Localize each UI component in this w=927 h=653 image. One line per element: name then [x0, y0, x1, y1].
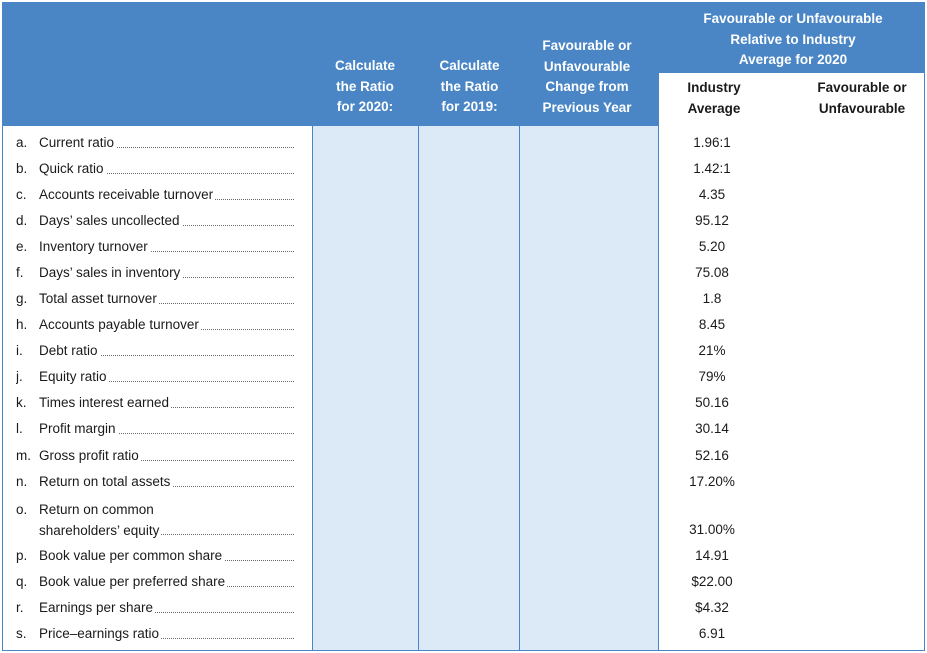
header-band — [2, 2, 657, 126]
industry-value: 8.45 — [698, 317, 726, 332]
row-book-value-common: p. Book value per common share 14.91 — [2, 543, 925, 569]
industry-value: 31.00% — [689, 522, 735, 537]
row-days-sales-uncollected: d. Days’ sales uncollected 95.12 — [2, 208, 925, 234]
row-quick-ratio: b. Quick ratio 1.42:1 — [2, 156, 925, 182]
header-ratio-2020: Calculate the Ratio for 2020: — [334, 58, 396, 114]
header-group-band — [657, 2, 925, 72]
row-label: Equity ratio — [39, 369, 107, 384]
row-label: Book value per common share — [39, 548, 223, 563]
header-industry-average: Industry Average — [687, 80, 741, 116]
industry-value: 21% — [698, 343, 726, 358]
row-days-sales-inventory: f. Days’ sales in inventory 75.08 — [2, 260, 925, 286]
industry-value: 4.35 — [698, 187, 726, 202]
row-label: Times interest earned — [39, 395, 170, 410]
header-change: Favourable or Unfavourable Change from P… — [542, 38, 632, 115]
header-industry-group: Favourable or Unfavourable Relative to I… — [703, 11, 883, 67]
industry-value: 1.42:1 — [693, 161, 731, 176]
row-label-line1: Return on common — [39, 502, 154, 517]
row-label: Current ratio — [39, 135, 115, 150]
row-label: Earnings per share — [39, 600, 154, 615]
row-label-line2: shareholders’ equity — [39, 523, 160, 538]
row-label: Book value per preferred share — [39, 574, 226, 589]
row-label: Accounts payable turnover — [39, 317, 199, 332]
input-column-2020[interactable] — [313, 126, 418, 651]
industry-value: 79% — [698, 369, 726, 384]
industry-value: $4.32 — [695, 600, 729, 615]
industry-value: 17.20% — [689, 474, 735, 489]
row-debt-ratio: i. Debt ratio 21% — [2, 338, 925, 364]
industry-value: 95.12 — [695, 213, 729, 228]
row-ap-turnover: h. Accounts payable turnover 8.45 — [2, 312, 925, 338]
industry-value: 6.91 — [698, 626, 726, 641]
row-label: Profit margin — [39, 421, 116, 436]
industry-value: 30.14 — [695, 421, 729, 436]
row-current-ratio: a. Current ratio 1.96:1 — [2, 130, 925, 156]
row-label: Return on total assets — [39, 474, 171, 489]
row-ar-turnover: c. Accounts receivable turnover 4.35 — [2, 182, 925, 208]
input-column-2019[interactable] — [419, 126, 519, 651]
row-gross-profit-ratio: m. Gross profit ratio 52.16 — [2, 443, 925, 469]
industry-value: 5.20 — [698, 239, 726, 254]
row-earnings-per-share: r. Earnings per share $4.32 — [2, 595, 925, 621]
row-total-asset-turnover: g. Total asset turnover 1.8 — [2, 286, 925, 312]
row-label: Inventory turnover — [39, 239, 148, 254]
industry-value: 50.16 — [695, 395, 729, 410]
row-label: Gross profit ratio — [39, 448, 139, 463]
row-price-earnings: s. Price–earnings ratio 6.91 — [2, 621, 925, 647]
row-label: Accounts receivable turnover — [39, 187, 214, 202]
input-column-change[interactable] — [520, 126, 658, 651]
row-book-value-preferred: q. Book value per preferred share $22.00 — [2, 569, 925, 595]
header-subband — [657, 72, 925, 127]
row-label: Total asset turnover — [39, 291, 157, 306]
row-label: Days’ sales in inventory — [39, 265, 181, 280]
industry-value: 52.16 — [695, 448, 729, 463]
row-return-common-equity: o. Return on common shareholders’ equity … — [2, 499, 925, 543]
industry-value: 1.8 — [702, 291, 722, 306]
header-favourable: Favourable or Unfavourable — [817, 80, 907, 116]
row-times-interest-earned: k. Times interest earned 50.16 — [2, 390, 925, 416]
row-label: Days’ sales uncollected — [39, 213, 180, 228]
row-inventory-turnover: e. Inventory turnover 5.20 — [2, 234, 925, 260]
row-equity-ratio: j. Equity ratio 79% — [2, 364, 925, 390]
industry-value: 1.96:1 — [693, 135, 731, 150]
industry-value: 14.91 — [695, 548, 729, 563]
row-profit-margin: l. Profit margin 30.14 — [2, 416, 925, 442]
row-label: Price–earnings ratio — [39, 626, 160, 641]
header-ratio-2019: Calculate the Ratio for 2019: — [439, 58, 500, 114]
industry-value: $22.00 — [691, 574, 733, 589]
row-return-total-assets: n. Return on total assets 17.20% — [2, 469, 925, 495]
row-label: Debt ratio — [39, 343, 98, 358]
row-label: Quick ratio — [39, 161, 104, 176]
industry-value: 75.08 — [695, 265, 729, 280]
